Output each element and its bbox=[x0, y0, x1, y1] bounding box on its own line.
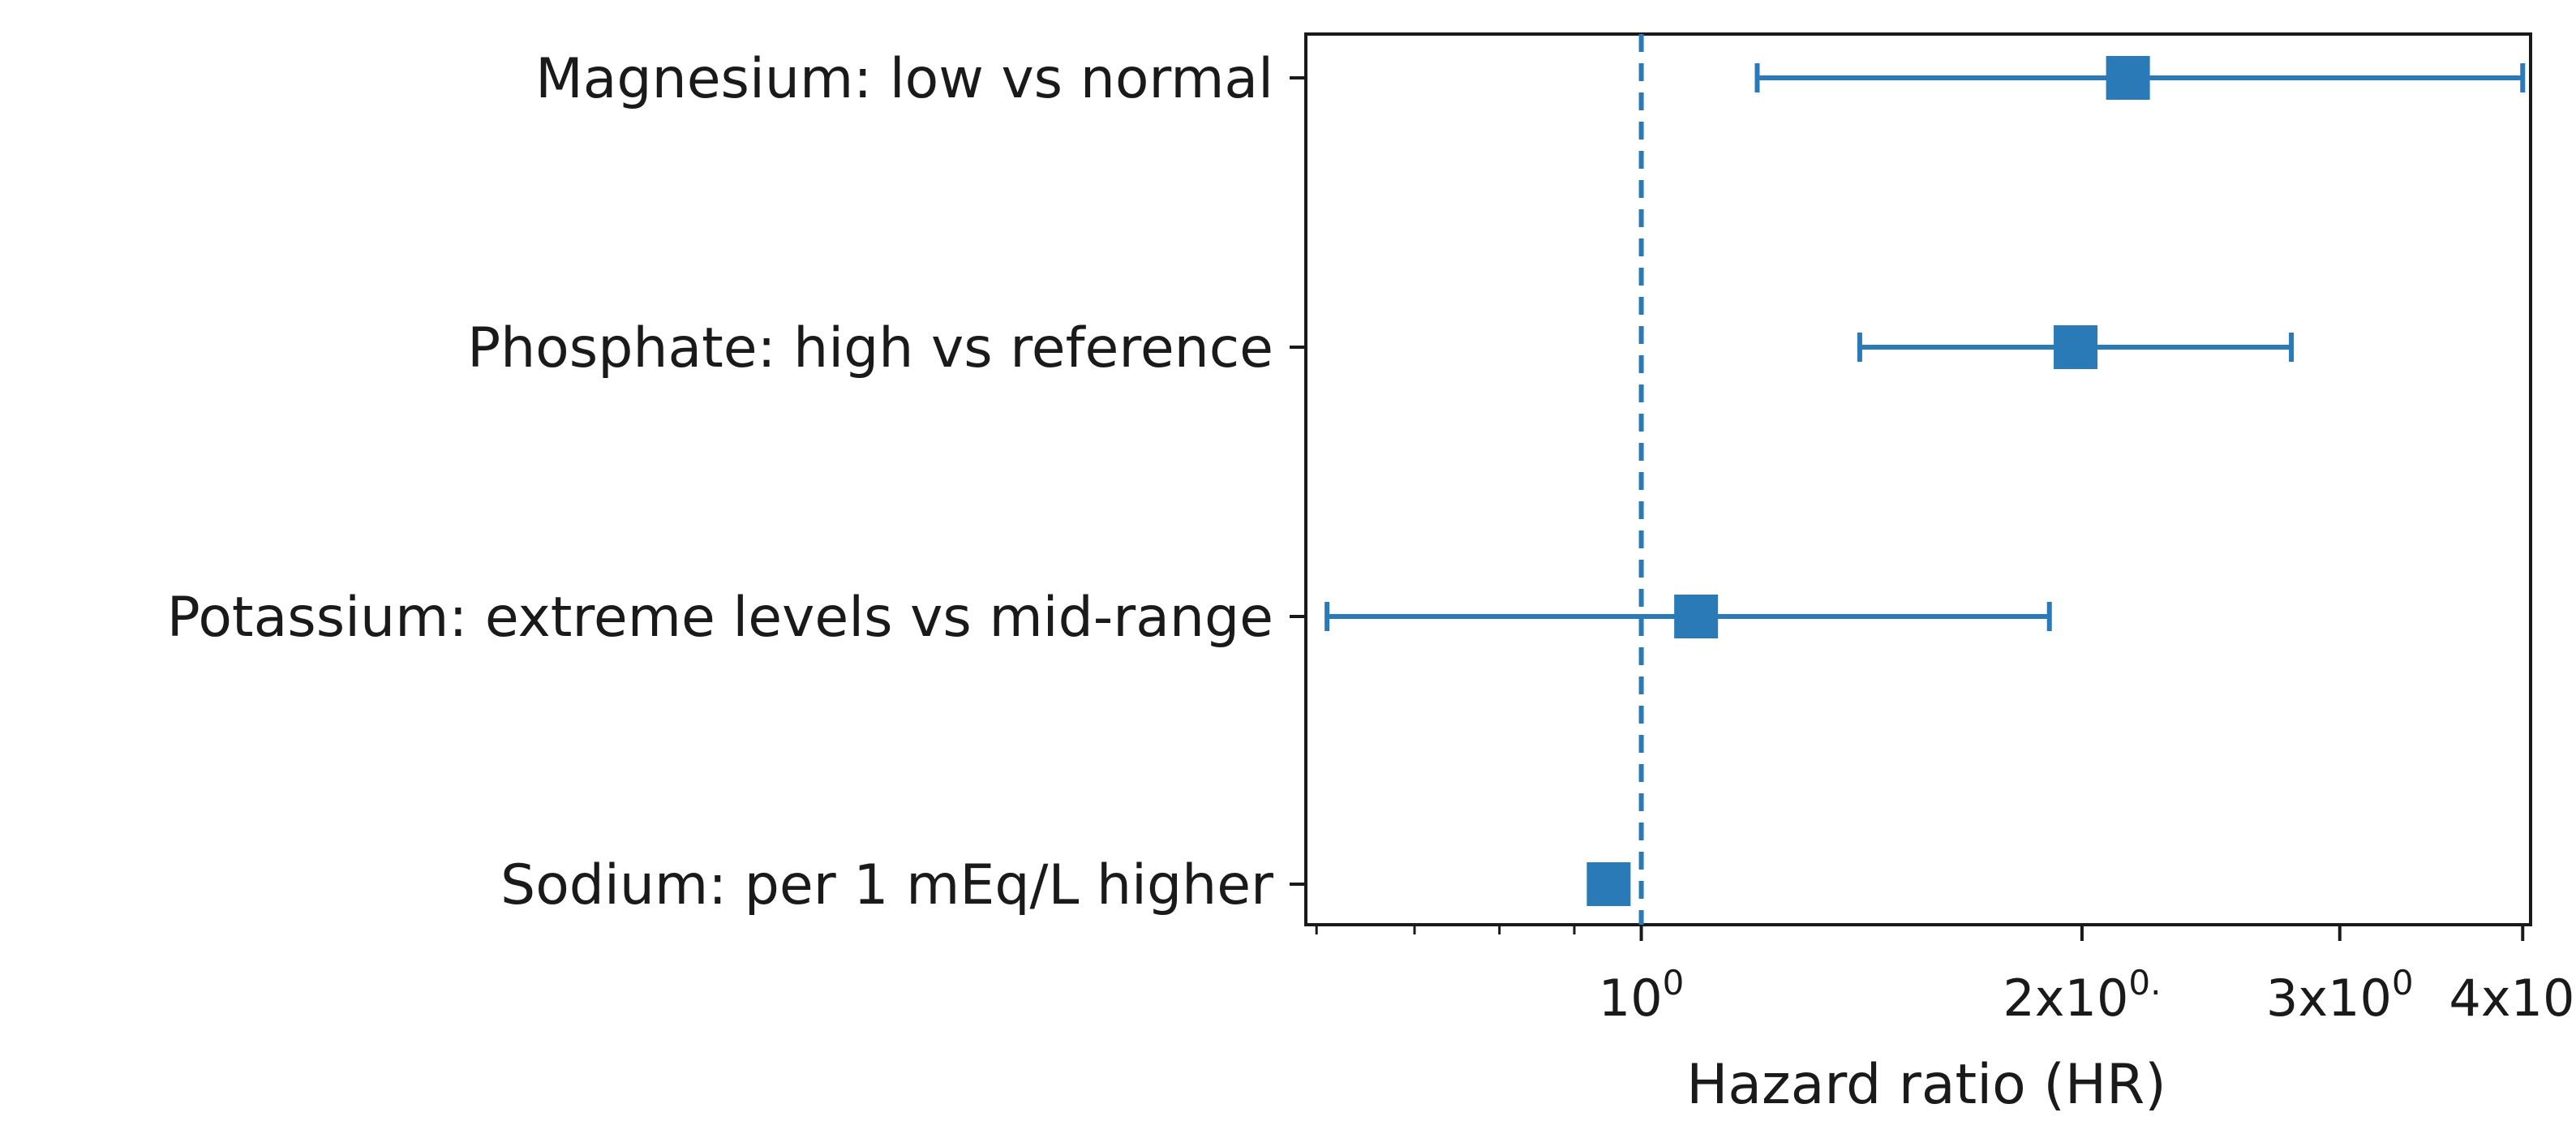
hr-marker bbox=[1586, 862, 1631, 906]
plot-frame bbox=[1304, 32, 2532, 926]
x-tick-label: 2x100. bbox=[2003, 963, 2161, 1028]
x-tick-label: 4x100 bbox=[2449, 963, 2576, 1028]
x-axis-label: Hazard ratio (HR) bbox=[1686, 1053, 2166, 1117]
hr-marker bbox=[2054, 325, 2098, 369]
hr-marker bbox=[1674, 595, 1719, 638]
x-tick-label: 3x100 bbox=[2266, 963, 2414, 1028]
y-tick-label: Magnesium: low vs normal bbox=[535, 47, 1273, 111]
x-tick-label: 100 bbox=[1599, 963, 1685, 1028]
y-tick-label: Phosphate: high vs reference bbox=[467, 316, 1273, 380]
y-tick-label: Sodium: per 1 mEq/L higher bbox=[500, 853, 1273, 917]
y-tick-label: Potassium: extreme levels vs mid-range bbox=[167, 586, 1273, 650]
hr-marker bbox=[2106, 56, 2150, 100]
